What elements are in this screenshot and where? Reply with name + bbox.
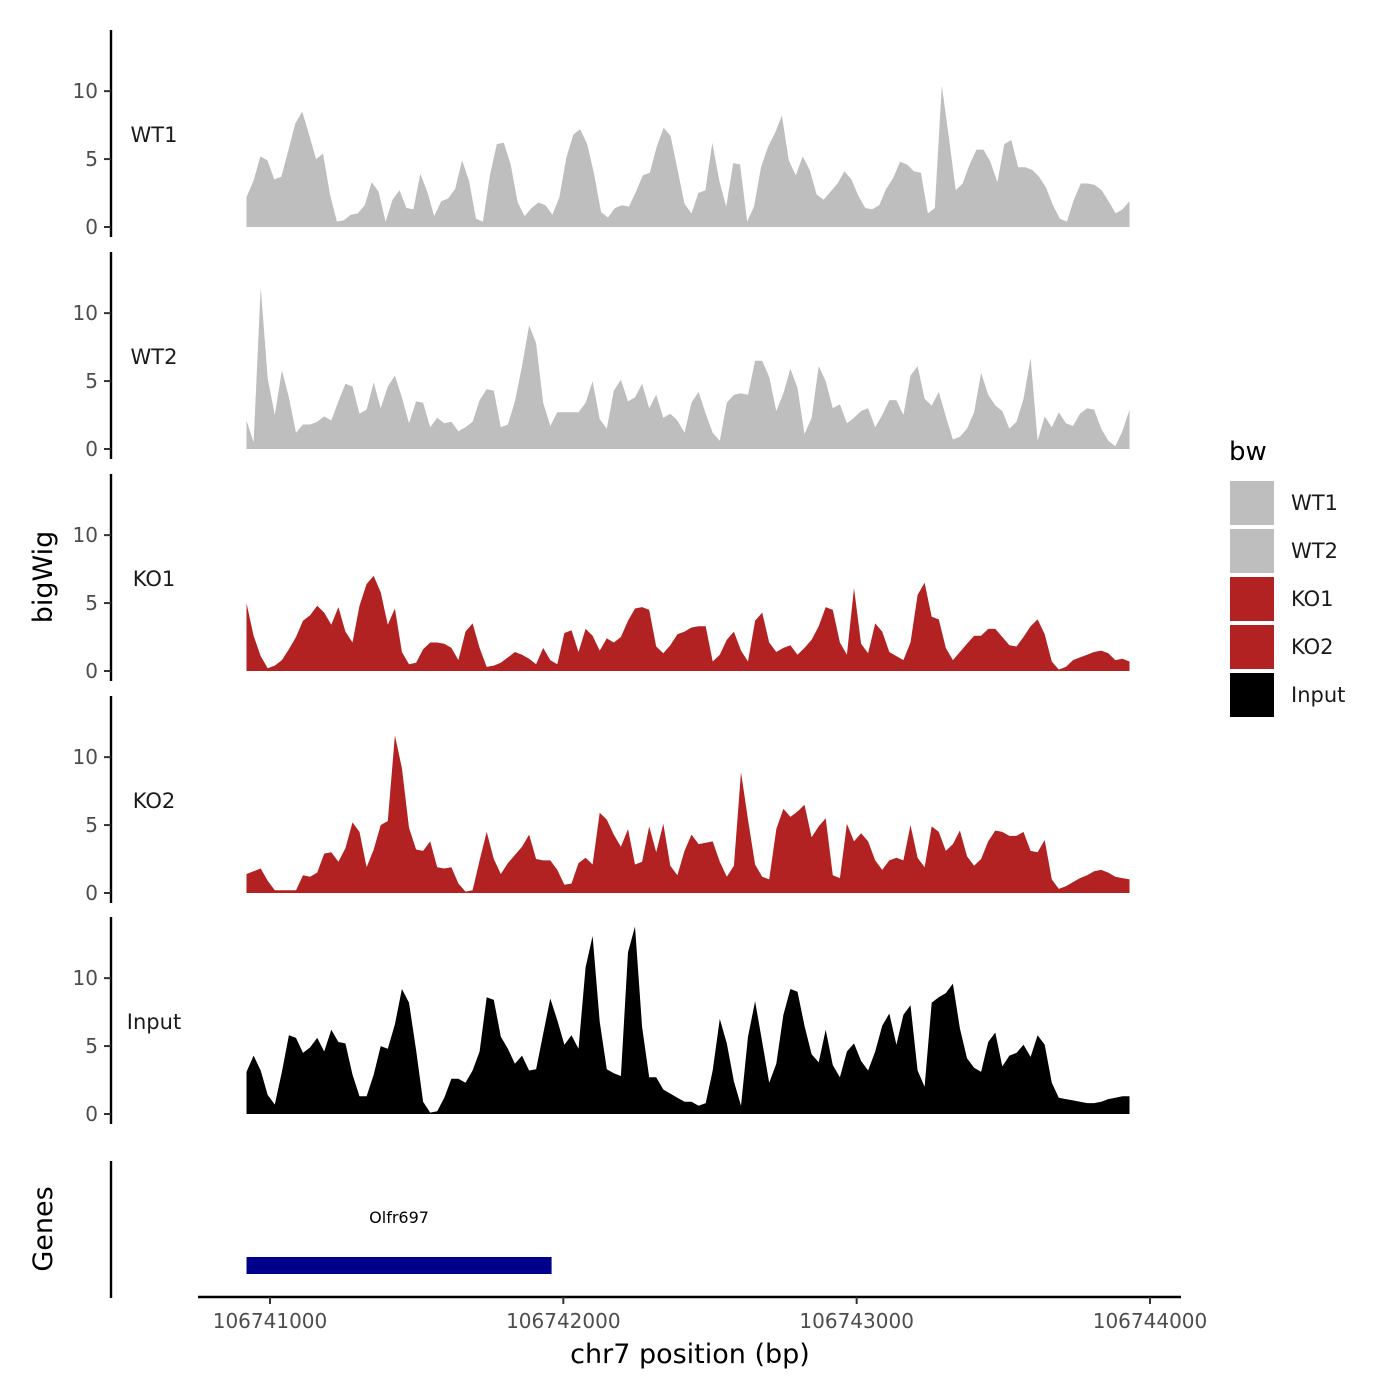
genes-axis-title: Genes — [28, 1186, 59, 1271]
track-label: WT2 — [131, 345, 178, 369]
track-wt1: 0 5 10 WT1 — [73, 30, 1130, 239]
track-label: WT1 — [131, 123, 178, 147]
track-ko1: 0 5 10 KO1 — [73, 474, 1130, 683]
track-ko2: 0 5 10 KO2 — [73, 696, 1130, 905]
x-tick-label: 106742000 — [506, 1309, 621, 1333]
coverage-area-ko1 — [246, 575, 1130, 671]
legend: bw WT1 WT2 KO1 KO2 Input — [1228, 437, 1345, 719]
coverage-tracks: 0 5 10 WT1 0 5 10 WT2 0 5 10 KO1 0 5 10 KO2 0 5 10 Input — [73, 30, 1130, 1126]
legend-label: KO1 — [1291, 587, 1334, 611]
coverage-area-wt1 — [246, 85, 1130, 227]
y-tick-label: 0 — [85, 659, 98, 683]
y-axis-title: bigWig — [28, 531, 59, 624]
x-tick-label: 106744000 — [1093, 1309, 1208, 1333]
track-label: Input — [127, 1010, 181, 1034]
legend-swatch-wt2 — [1228, 527, 1276, 575]
y-tick-label: 5 — [85, 591, 98, 615]
coverage-area-wt2 — [246, 287, 1130, 449]
legend-swatch-input — [1228, 671, 1276, 719]
x-axis-title: chr7 position (bp) — [570, 1339, 810, 1370]
y-tick-label: 0 — [85, 881, 98, 905]
legend-swatch-ko1 — [1228, 575, 1276, 623]
gene-bar — [246, 1257, 552, 1274]
y-tick-label: 10 — [73, 966, 98, 990]
legend-label: Input — [1291, 683, 1345, 707]
legend-swatch-ko2 — [1228, 623, 1276, 671]
x-tick-label: 106741000 — [213, 1309, 328, 1333]
legend-label: WT1 — [1291, 491, 1338, 515]
y-tick-label: 5 — [85, 369, 98, 393]
x-tick-label: 106743000 — [799, 1309, 914, 1333]
y-tick-label: 10 — [73, 745, 98, 769]
y-tick-label: 0 — [85, 215, 98, 239]
legend-swatch-wt1 — [1228, 479, 1276, 527]
gene-label: Olfr697 — [369, 1208, 429, 1227]
track-wt2: 0 5 10 WT2 — [73, 252, 1130, 461]
y-tick-label: 10 — [73, 79, 98, 103]
coverage-area-input — [246, 926, 1130, 1114]
y-tick-label: 5 — [85, 1034, 98, 1058]
coverage-area-ko2 — [246, 735, 1130, 893]
legend-title: bw — [1229, 437, 1267, 467]
track-label: KO2 — [133, 789, 176, 813]
y-tick-label: 0 — [85, 437, 98, 461]
track-label: KO1 — [133, 567, 176, 591]
legend-label: WT2 — [1291, 539, 1338, 563]
y-tick-label: 10 — [73, 523, 98, 547]
track-input: 0 5 10 Input — [73, 917, 1130, 1126]
gene-bars: Olfr697 — [246, 1208, 552, 1274]
y-tick-label: 10 — [73, 301, 98, 325]
y-tick-label: 5 — [85, 147, 98, 171]
y-tick-label: 0 — [85, 1102, 98, 1126]
x-axis: 106741000 106742000 106743000 106744000 — [198, 1295, 1208, 1333]
y-tick-label: 5 — [85, 813, 98, 837]
legend-label: KO2 — [1291, 635, 1334, 659]
genes-panel: Olfr697 — [109, 1161, 552, 1298]
